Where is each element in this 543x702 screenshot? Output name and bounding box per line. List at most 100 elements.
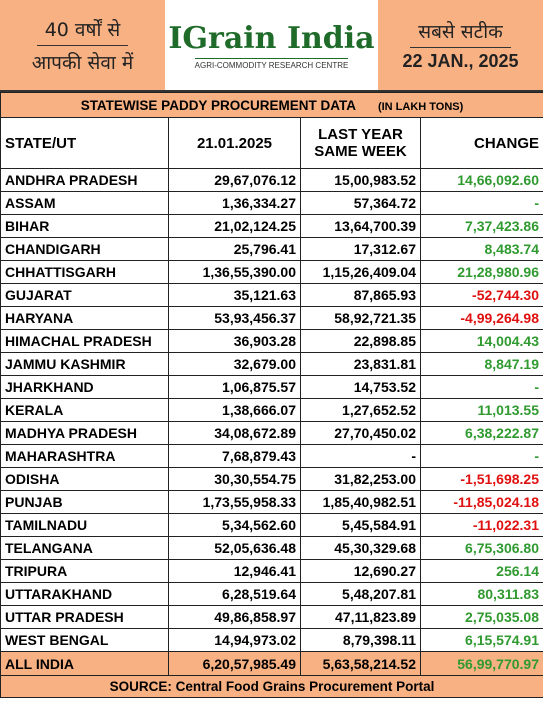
state-cell: TELANGANA — [0, 536, 169, 560]
number-cell: 53,93,456.37 — [168, 306, 301, 330]
state-cell: ALL INDIA — [0, 651, 169, 676]
state-cell: UTTAR PRADESH — [0, 605, 169, 629]
number-cell: 57,364.72 — [300, 191, 421, 215]
number-cell: 1,36,334.27 — [168, 191, 301, 215]
number-cell: 36,903.28 — [168, 329, 301, 353]
data-row: GUJARAT 35,121.63 87,865.93 -52,744.30 — [0, 283, 543, 307]
source-row: SOURCE: Central Food Grains Procurement … — [0, 675, 543, 698]
number-cell: 13,64,700.39 — [300, 214, 421, 238]
unit: (IN LAKH TONS) — [377, 100, 464, 113]
number-cell: 15,00,983.52 — [300, 168, 421, 192]
number-cell: 6,20,57,985.49 — [168, 651, 301, 676]
number-cell: -52,744.30 — [420, 283, 543, 307]
number-cell: 11,013.55 — [420, 398, 543, 422]
number-cell: -11,022.31 — [420, 513, 543, 537]
number-cell: 27,70,450.02 — [300, 421, 421, 445]
number-cell: 1,36,55,390.00 — [168, 260, 301, 284]
number-cell: 45,30,329.68 — [300, 536, 421, 560]
number-cell: 87,865.93 — [300, 283, 421, 307]
number-cell: 22,898.85 — [300, 329, 421, 353]
number-cell: 1,85,40,982.51 — [300, 490, 421, 514]
data-row: MADHYA PRADESH 34,08,672.89 27,70,450.02 6,… — [0, 421, 543, 445]
state-cell: CHANDIGARH — [0, 237, 169, 261]
number-cell: 1,27,652.52 — [300, 398, 421, 422]
number-cell: 2,75,035.08 — [420, 605, 543, 629]
state-cell: HIMACHAL PRADESH — [0, 329, 169, 353]
state-cell: CHHATTISGARH — [0, 260, 169, 284]
state-cell: UTTARAKHAND — [0, 582, 169, 606]
number-cell: - — [420, 191, 543, 215]
logo: IGrain India AGRI-COMMODITY RESEARCH CEN… — [165, 0, 378, 90]
data-row: HARYANA 53,93,456.37 58,92,721.35 -4,99,264… — [0, 306, 543, 330]
state-cell: JHARKHAND — [0, 375, 169, 399]
number-cell: 8,847.19 — [420, 352, 543, 376]
number-cell: 35,121.63 — [168, 283, 301, 307]
number-cell: 21,28,980.96 — [420, 260, 543, 284]
state-cell: ASSAM — [0, 191, 169, 215]
data-row: ODISHA 30,30,554.75 31,82,253.00 -1,51,698.… — [0, 467, 543, 491]
number-cell: 80,311.83 — [420, 582, 543, 606]
number-cell: 8,79,398.11 — [300, 628, 421, 652]
number-cell: 14,753.52 — [300, 375, 421, 399]
number-cell: 5,34,562.60 — [168, 513, 301, 537]
data-row: TELANGANA 52,05,636.48 45,30,329.68 6,75,30… — [0, 536, 543, 560]
state-cell: JAMMU KASHMIR — [0, 352, 169, 376]
number-cell: LAST YEAR SAME WEEK — [300, 117, 421, 169]
state-cell: ANDHRA PRADESH — [0, 168, 169, 192]
number-cell: 6,38,222.87 — [420, 421, 543, 445]
number-cell: 7,37,423.86 — [420, 214, 543, 238]
data-row: UTTAR PRADESH 49,86,858.97 47,11,823.89 2,7… — [0, 605, 543, 629]
source: SOURCE: Central Food Grains Procurement … — [0, 675, 543, 698]
number-cell: 1,15,26,409.04 — [300, 260, 421, 284]
number-cell: 34,08,672.89 — [168, 421, 301, 445]
state-cell: WEST BENGAL — [0, 628, 169, 652]
number-cell: 1,06,875.57 — [168, 375, 301, 399]
number-cell: - — [300, 444, 421, 468]
data-row: ANDHRA PRADESH 29,67,076.12 15,00,983.52 14… — [0, 168, 543, 192]
number-cell: 1,73,55,958.33 — [168, 490, 301, 514]
number-cell: 256.14 — [420, 559, 543, 583]
data-row: JHARKHAND 1,06,875.57 14,753.52- — [0, 375, 543, 399]
number-cell: - — [420, 444, 543, 468]
number-cell: 23,831.81 — [300, 352, 421, 376]
number-cell: 58,92,721.35 — [300, 306, 421, 330]
state-cell: STATE/UT — [0, 117, 169, 169]
number-cell: -11,85,024.18 — [420, 490, 543, 514]
state-cell: ODISHA — [0, 467, 169, 491]
state-cell: HARYANA — [0, 306, 169, 330]
number-cell: 12,690.27 — [300, 559, 421, 583]
number-cell: 6,15,574.91 — [420, 628, 543, 652]
number-cell: 30,30,554.75 — [168, 467, 301, 491]
data-row: BIHAR 21,02,124.25 13,64,700.39 7,37,423.86 — [0, 214, 543, 238]
logo-name: IGrain India — [168, 20, 375, 56]
title-cell: STATEWISE PADDY PROCUREMENT DATA (IN LAKH… — [0, 92, 543, 118]
number-cell: 47,11,823.89 — [300, 605, 421, 629]
state-cell: BIHAR — [0, 214, 169, 238]
header-row: STATE/UT 21.01.2025 LAST YEAR SAME WEEK CHA… — [0, 117, 543, 169]
number-cell: -4,99,264.98 — [420, 306, 543, 330]
number-cell: 25,796.41 — [168, 237, 301, 261]
data-row: ASSAM 1,36,334.27 57,364.72- — [0, 191, 543, 215]
total-row: ALL INDIA 6,20,57,985.49 5,63,58,214.52 56,… — [0, 651, 543, 676]
number-cell: 17,312.67 — [300, 237, 421, 261]
state-cell: TRIPURA — [0, 559, 169, 583]
number-cell: 1,38,666.07 — [168, 398, 301, 422]
data-row: KERALA 1,38,666.07 1,27,652.52 11,013.55 — [0, 398, 543, 422]
number-cell: 29,67,076.12 — [168, 168, 301, 192]
number-cell: 5,48,207.81 — [300, 582, 421, 606]
header-right: सबसे सटीक 22 JAN., 2025 — [378, 0, 543, 90]
number-cell: 31,82,253.00 — [300, 467, 421, 491]
logo-tagline: AGRI-COMMODITY RESEARCH CENTRE — [194, 57, 349, 70]
number-cell: 5,45,584.91 — [300, 513, 421, 537]
number-cell: 6,28,519.64 — [168, 582, 301, 606]
left-line2: आपकी सेवा में — [31, 51, 134, 74]
number-cell: CHANGE — [420, 117, 543, 169]
number-cell: 5,63,58,214.52 — [300, 651, 421, 676]
number-cell: 56,99,770.97 — [420, 651, 543, 676]
date: 22 JAN., 2025 — [402, 51, 519, 71]
number-cell: 49,86,858.97 — [168, 605, 301, 629]
right-line1: सबसे सटीक — [410, 15, 511, 48]
number-cell: 32,679.00 — [168, 352, 301, 376]
data-row: WEST BENGAL 14,94,973.02 8,79,398.11 6,15,5… — [0, 628, 543, 652]
number-cell: 12,946.41 — [168, 559, 301, 583]
